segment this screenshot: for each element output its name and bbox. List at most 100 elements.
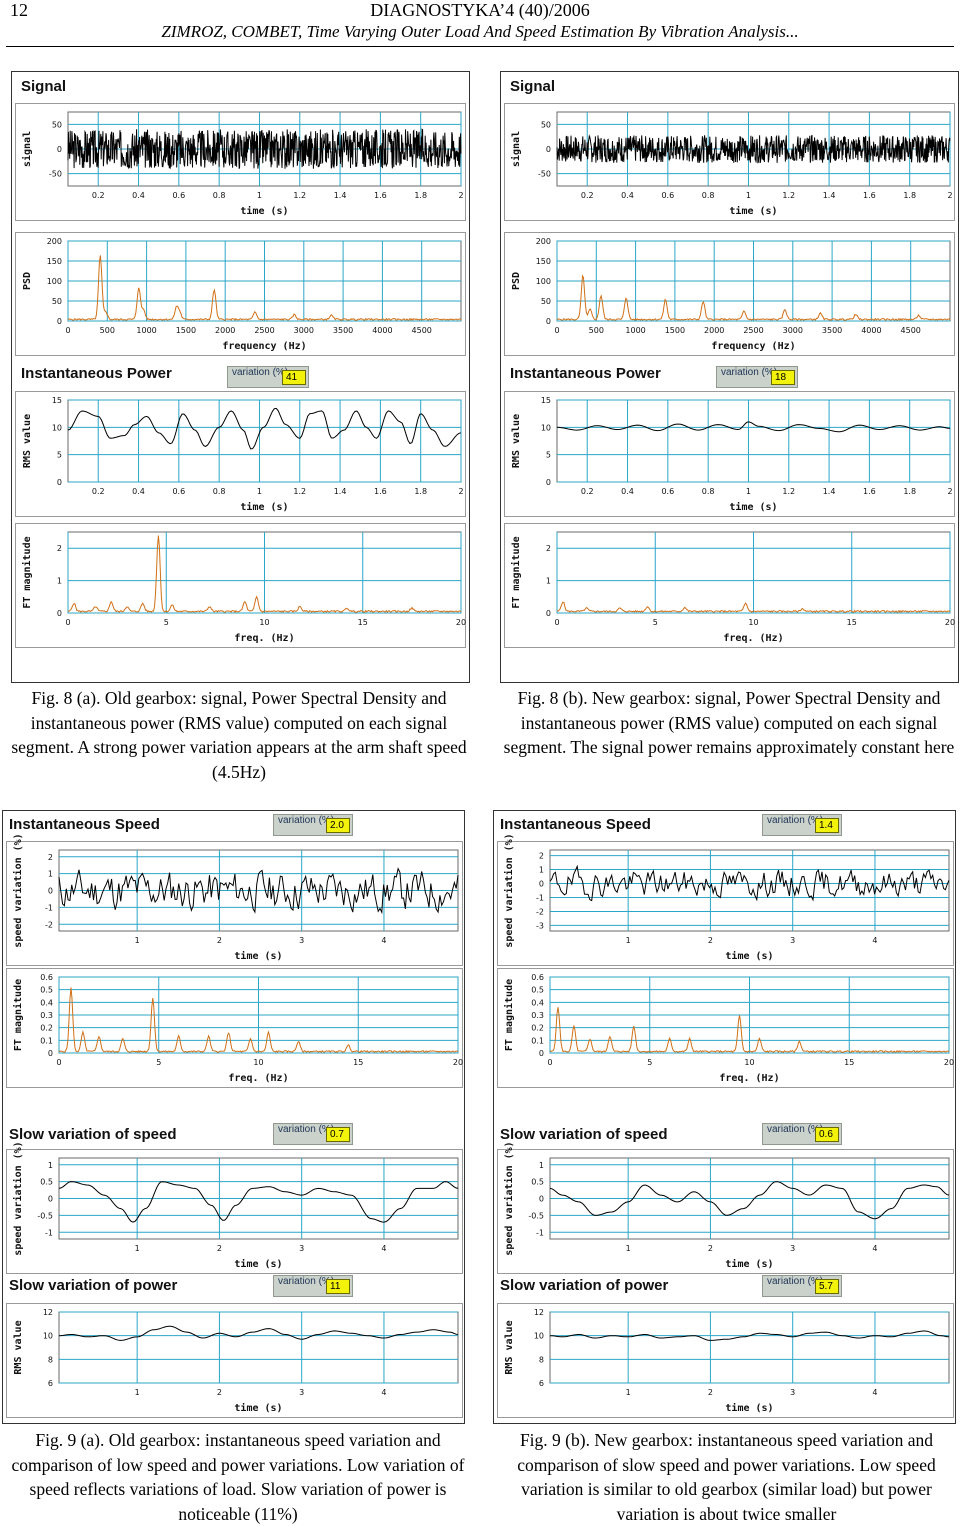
fig8b-psd-plot: 0 500 1000 1500 2000 2500 3000 3500 4000 4500 200 1…: [504, 232, 955, 356]
fig9b-speed-title: Instantaneous Speed: [500, 816, 651, 833]
x-tick-label: 1.2: [293, 191, 306, 200]
x-tick-label: 0: [56, 1058, 61, 1067]
x-tick-label: 2: [708, 936, 713, 945]
y-tick-label: 5: [546, 451, 551, 460]
plot-area: [58, 1311, 459, 1384]
y-tick-label: -50: [538, 170, 551, 179]
y-tick-label: 0.5: [531, 1178, 544, 1187]
fig9b-slow-power-plot: 1 2 3 4 12 10 8 6 time (s) RMS value: [497, 1303, 954, 1418]
x-tick-label: 1.4: [823, 487, 836, 496]
y-tick-label: 0: [539, 880, 544, 889]
y-tick-label: 0.5: [40, 1178, 53, 1187]
y-tick-label: 0: [57, 317, 62, 326]
y-axis-label: PSD: [22, 272, 33, 290]
x-tick-label: 3000: [783, 326, 803, 335]
x-tick-label: 0.8: [213, 487, 226, 496]
x-tick-label: 0.4: [132, 487, 145, 496]
y-tick-label: 2: [57, 544, 62, 553]
y-tick-label: 0.4: [531, 998, 544, 1007]
y-tick-label: 0.3: [40, 1011, 53, 1020]
x-tick-label: 2: [708, 1388, 713, 1397]
x-axis-label: time (s): [725, 950, 773, 962]
fig9b-speed-variation: variation (%) 1.4: [762, 814, 842, 836]
fig8a-psd-plot: 0 500 1000 1500 2000 2500 3000 3500 4000 4500 200 1…: [15, 232, 466, 356]
x-tick-label: 15: [358, 618, 368, 627]
fig9b-ft-plot: 0 5 10 15 20 0.6 0.5 0.4 0.3 0.2 0.1 0 freq. (Hz) FT …: [497, 968, 954, 1088]
fig8b-caption: Fig. 8 (b). New gearbox: signal, Power S…: [503, 688, 955, 757]
variation-label: variation (%): [278, 815, 335, 826]
y-axis-label: RMS value: [13, 1320, 24, 1374]
y-tick-label: 8: [48, 1355, 53, 1364]
y-tick-label: 12: [534, 1308, 544, 1317]
y-axis-label: FT magnitude: [510, 536, 522, 608]
x-tick-label: 1: [626, 936, 631, 945]
y-tick-label: -50: [49, 170, 62, 179]
x-tick-label: 1.2: [782, 191, 795, 200]
x-axis-label: time (s): [240, 501, 288, 513]
y-axis-label: FT magnitude: [21, 536, 33, 608]
y-tick-label: 200: [47, 237, 62, 246]
x-tick-label: 1: [135, 1388, 140, 1397]
fig9a-slow-power-plot: 1 2 3 4 12 10 8 6 time (s) RMS value: [6, 1303, 463, 1418]
y-tick-label: 12: [43, 1308, 53, 1317]
x-tick-label: 20: [456, 618, 466, 627]
x-tick-label: 3: [299, 936, 304, 945]
y-tick-label: 2: [546, 544, 551, 553]
x-axis-label: time (s): [725, 1402, 773, 1414]
x-tick-label: 20: [945, 618, 955, 627]
x-tick-label: 2: [217, 936, 222, 945]
x-tick-label: 500: [100, 326, 115, 335]
series-line: [67, 407, 462, 450]
y-tick-label: -0.5: [37, 1211, 53, 1220]
y-tick-label: 10: [534, 1332, 544, 1341]
x-tick-label: 0.8: [702, 191, 715, 200]
x-tick-label: 0.2: [581, 487, 594, 496]
y-tick-label: 10: [52, 423, 62, 432]
variation-value: 18: [771, 370, 795, 385]
series-line: [58, 1181, 459, 1223]
y-tick-label: 10: [43, 1332, 53, 1341]
x-tick-label: 0: [65, 326, 70, 335]
y-tick-label: 1: [539, 866, 544, 875]
x-tick-label: 1.4: [334, 191, 347, 200]
plot-area: [549, 1311, 950, 1384]
x-tick-label: 3: [299, 1388, 304, 1397]
y-axis-label: FT magnitude: [12, 979, 24, 1051]
y-tick-label: 0.2: [40, 1024, 53, 1033]
fig9b-slow-power-variation: variation (%) 5.7: [762, 1275, 842, 1297]
y-tick-label: 50: [541, 297, 551, 306]
y-tick-label: -1: [45, 903, 53, 912]
fig9a-caption: Fig. 9 (a). Old gearbox: instantaneous s…: [11, 1430, 465, 1524]
x-tick-label: 1: [626, 1244, 631, 1253]
x-axis-label: time (s): [725, 1258, 773, 1270]
x-tick-label: 10: [253, 1058, 263, 1067]
x-tick-label: 3: [790, 936, 795, 945]
series-line: [58, 1325, 459, 1341]
x-tick-label: 1000: [136, 326, 156, 335]
x-axis-label: time (s): [234, 1258, 282, 1270]
y-tick-label: 6: [539, 1379, 544, 1388]
x-tick-label: 2000: [704, 326, 724, 335]
variation-value: 11: [326, 1279, 350, 1294]
y-tick-label: 1: [546, 577, 551, 586]
x-tick-label: 1: [135, 1244, 140, 1253]
x-tick-label: 1: [135, 936, 140, 945]
y-tick-label: 15: [541, 396, 551, 405]
x-tick-label: 0.2: [92, 487, 105, 496]
series-line: [556, 601, 951, 613]
variation-value: 0.6: [815, 1127, 839, 1142]
fig9a-speed-variation: variation (%) 2.0: [273, 814, 353, 836]
x-tick-label: 4: [872, 936, 877, 945]
variation-value: 0.7: [326, 1127, 350, 1142]
x-tick-label: 1.6: [374, 191, 387, 200]
y-tick-label: -1: [536, 893, 544, 902]
variation-label: variation (%): [278, 1276, 335, 1287]
y-tick-label: 150: [47, 257, 62, 266]
x-tick-label: 0: [547, 1058, 552, 1067]
series-line: [67, 128, 462, 169]
y-axis-label: RMS value: [22, 414, 33, 468]
fig9b-slow-speed-plot: 1 2 3 4 1 0.5 0 -0.5 -1 time (s) speed variation (…: [497, 1141, 954, 1274]
x-tick-label: 4: [872, 1244, 877, 1253]
y-tick-label: 0: [546, 145, 551, 154]
y-tick-label: -3: [536, 921, 544, 930]
